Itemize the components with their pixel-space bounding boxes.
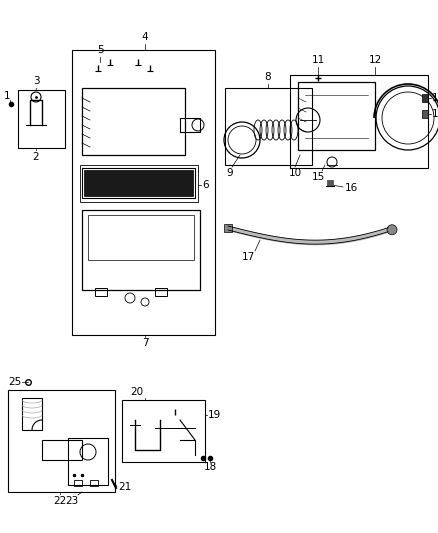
- Text: 7: 7: [141, 338, 148, 348]
- Text: 22: 22: [53, 496, 67, 506]
- Text: 9: 9: [226, 168, 233, 178]
- Bar: [155, 288, 167, 296]
- Bar: [95, 288, 107, 296]
- Text: 25: 25: [8, 377, 21, 387]
- Bar: [224, 224, 232, 232]
- Text: 1: 1: [4, 91, 11, 101]
- Text: 10: 10: [289, 168, 301, 178]
- Text: 17: 17: [241, 252, 254, 262]
- Text: 3: 3: [33, 76, 39, 86]
- Text: 6: 6: [202, 180, 208, 190]
- Text: 8: 8: [265, 72, 271, 82]
- Text: 15: 15: [311, 172, 325, 182]
- Text: 5: 5: [97, 45, 103, 55]
- Circle shape: [387, 225, 397, 235]
- Text: 4: 4: [141, 32, 148, 42]
- Text: 2: 2: [33, 152, 39, 162]
- Text: 16: 16: [345, 183, 358, 193]
- Bar: [74, 480, 82, 486]
- Text: 12: 12: [368, 55, 381, 65]
- Text: 13: 13: [432, 93, 438, 103]
- Text: 11: 11: [311, 55, 325, 65]
- Text: 23: 23: [65, 496, 79, 506]
- Bar: [422, 94, 428, 102]
- Bar: [422, 110, 428, 118]
- Text: 21: 21: [118, 482, 131, 492]
- Bar: [90, 480, 98, 486]
- Text: 20: 20: [131, 387, 144, 397]
- Text: 14: 14: [432, 109, 438, 119]
- Bar: [84, 170, 193, 196]
- Text: 19: 19: [208, 410, 221, 420]
- Text: 18: 18: [203, 462, 217, 472]
